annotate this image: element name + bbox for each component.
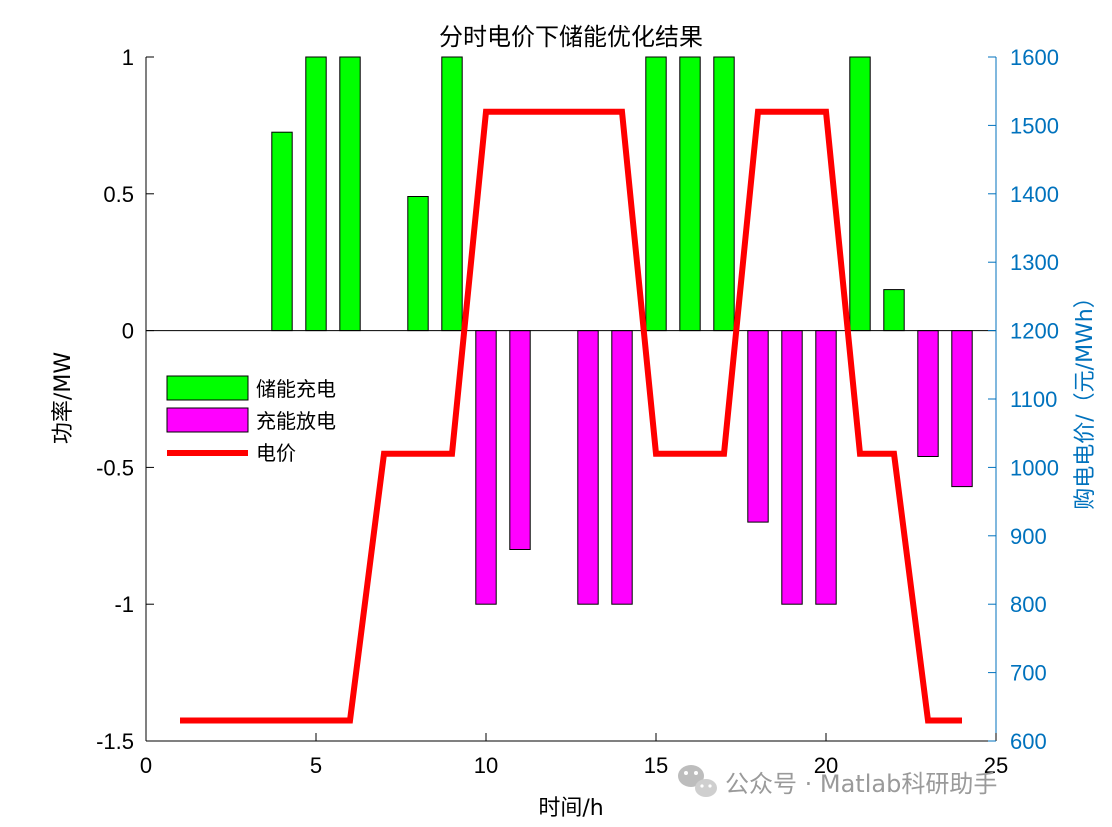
legend-swatch-discharge — [166, 407, 249, 433]
charge-bar-6 — [339, 56, 361, 332]
x-tick-label-0: 0 — [140, 753, 152, 778]
y-axis-right-label: 购电电价/（元/MWh） — [1073, 286, 1098, 510]
y-right-tick-label-600: 600 — [1010, 729, 1047, 754]
watermark: 公众号 · Matlab科研助手 — [678, 765, 997, 798]
discharge-bar-20 — [815, 330, 837, 605]
y-right-tick-label-1200: 1200 — [1010, 319, 1059, 344]
charge-bar-15 — [645, 56, 667, 332]
x-tick-label-15: 15 — [644, 753, 668, 778]
y-left-tick-label-5: 1 — [122, 45, 134, 70]
legend-swatch-charge — [166, 375, 249, 401]
discharge-bar-23 — [917, 330, 939, 458]
legend-label-charge: 储能充电 — [256, 377, 336, 401]
y-right-tick-label-1600: 1600 — [1010, 45, 1059, 70]
discharge-bar-11 — [509, 330, 531, 550]
price-line — [180, 108, 962, 724]
x-tick-label-5: 5 — [310, 753, 322, 778]
y-right-tick-label-700: 700 — [1010, 661, 1047, 686]
discharge-bar-13 — [577, 330, 599, 605]
y-right-tick-label-1000: 1000 — [1010, 455, 1059, 480]
legend: 储能充电 充能放电 电价 — [166, 375, 336, 465]
legend-label-price: 电价 — [256, 441, 296, 465]
charge-bar-16 — [679, 56, 701, 332]
y-left-tick-label-3: 0 — [122, 319, 134, 344]
charge-bar-22 — [883, 289, 905, 332]
y-axis-left-label: 功率/MW — [51, 352, 76, 444]
wechat-icon — [678, 765, 717, 797]
y-right-tick-label-800: 800 — [1010, 592, 1047, 617]
discharge-bar-19 — [781, 330, 803, 605]
y-right-tick-label-1100: 1100 — [1010, 387, 1057, 412]
discharge-bar-24 — [951, 330, 973, 488]
discharge-bar-14 — [611, 330, 633, 605]
discharge-bar-18 — [747, 330, 769, 523]
discharge-bar-10 — [475, 330, 497, 605]
y-right-tick-label-900: 900 — [1010, 524, 1047, 549]
y-right-tick-label-1400: 1400 — [1010, 182, 1059, 207]
charge-bar-4 — [271, 131, 293, 332]
charge-bar-21 — [849, 56, 871, 332]
x-tick-label-20: 20 — [814, 753, 838, 778]
bars-layer — [271, 56, 973, 605]
charge-bar-5 — [305, 56, 327, 332]
y-left-tick-label-2: -0.5 — [96, 455, 134, 480]
axes-layer: 0 5 10 15 20 25-1.5-1-0.500.51600700800900100… — [96, 45, 1059, 778]
charge-bar-9 — [441, 56, 463, 332]
legend-label-discharge: 充能放电 — [256, 409, 336, 433]
watermark-text: 公众号 · Matlab科研助手 — [725, 770, 997, 798]
x-tick-label-10: 10 — [474, 753, 498, 778]
y-left-tick-label-1: -1 — [114, 592, 134, 617]
chart-title: 分时电价下储能优化结果 — [439, 23, 703, 51]
charge-bar-17 — [713, 56, 735, 332]
y-right-tick-label-1500: 1500 — [1010, 113, 1059, 138]
x-axis-label: 时间/h — [538, 796, 603, 821]
x-tick-label-25: 25 — [984, 753, 1008, 778]
y-right-tick-label-1300: 1300 — [1010, 250, 1059, 275]
charge-bar-8 — [407, 196, 429, 332]
price-line-layer — [180, 108, 962, 724]
y-left-tick-label-4: 0.5 — [103, 182, 134, 207]
y-left-tick-label-0: -1.5 — [96, 729, 134, 754]
